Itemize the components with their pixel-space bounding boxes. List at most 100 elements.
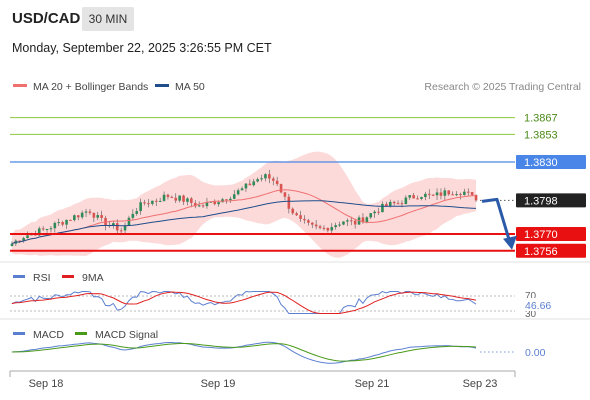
candle-body <box>268 174 271 179</box>
candle-body <box>279 184 283 193</box>
candle-body <box>431 194 435 196</box>
support-1-tag <box>516 227 586 241</box>
candle-body <box>330 227 334 231</box>
candle-body <box>420 197 423 199</box>
candle-body <box>139 202 142 212</box>
candle-body <box>412 195 415 199</box>
candle-body <box>307 220 310 223</box>
candle-body <box>225 199 228 201</box>
rsi-value-bg <box>522 298 560 311</box>
candle-body <box>92 212 96 218</box>
candle-body <box>100 215 103 218</box>
legend-ma20-swatch <box>13 84 27 87</box>
ma20-line <box>11 189 477 245</box>
forecast-arrow <box>481 197 512 244</box>
legend-rsi-swatch <box>13 275 25 278</box>
candle-body <box>76 215 80 218</box>
candle-body <box>388 201 392 207</box>
candle-body <box>84 211 88 213</box>
candle-body <box>232 194 236 199</box>
support-1-label: 1.3770 <box>524 229 558 241</box>
candle-body <box>88 211 92 213</box>
candle-body <box>451 194 454 196</box>
legend-macd-signal-label: MACD Signal <box>95 329 158 341</box>
candle-body <box>240 188 244 191</box>
candle-body <box>326 227 330 231</box>
legend-rsi-ma-swatch <box>62 275 74 278</box>
legend-macd-swatch <box>13 332 25 335</box>
symbol-title: USD/CAD <box>12 10 81 27</box>
candle-body <box>260 178 263 180</box>
legend-ma20: MA 20 + Bollinger Bands <box>13 81 148 93</box>
candle-body <box>463 191 466 195</box>
timeframe-badge[interactable]: 30 MIN <box>82 7 134 31</box>
candle-body <box>174 197 178 201</box>
forecast-arrowhead <box>503 235 517 250</box>
resistance-1-label: 1.3867 <box>524 113 558 125</box>
candle-body <box>57 222 61 224</box>
candle-body <box>369 213 373 218</box>
x-tick-sep21: Sep 21 <box>355 378 390 390</box>
candle-body <box>365 217 369 223</box>
rsi-ma-line <box>11 291 477 314</box>
x-tick-sep23: Sep 23 <box>463 378 498 390</box>
legend-rsi-label: RSI <box>33 272 51 284</box>
candle-body <box>338 224 341 226</box>
candle-body <box>455 194 458 196</box>
rsi-panel: RSI 9MA 70 30 46.66 <box>10 272 560 320</box>
candle-body <box>37 228 41 236</box>
legend-rsi-ma-label: 9MA <box>82 272 104 284</box>
candle-body <box>158 200 162 202</box>
candle-body <box>361 217 365 223</box>
candle-body <box>49 228 53 230</box>
legend-ma20-label: MA 20 + Bollinger Bands <box>33 81 148 93</box>
credit-label: Research © 2025 Trading Central <box>424 81 581 93</box>
candle-body <box>334 225 337 228</box>
candle-body <box>186 198 189 202</box>
support-2-label: 1.3756 <box>524 246 558 258</box>
candle-body <box>408 195 412 198</box>
candle-body <box>416 198 419 200</box>
candle-body <box>264 174 267 179</box>
last-price-label: 1.3798 <box>524 195 558 207</box>
rsi-level-70: 70 <box>525 291 537 302</box>
candle-body <box>349 220 353 222</box>
candle-body <box>447 190 451 195</box>
last-price-tag <box>516 193 586 208</box>
candle-body <box>459 194 462 196</box>
candle-body <box>205 202 209 207</box>
candle-body <box>322 227 326 229</box>
candle-body <box>392 201 396 204</box>
legend-macd-signal: MACD Signal <box>75 329 158 341</box>
candle-body <box>197 205 201 207</box>
candle-body <box>244 183 248 189</box>
candle-body <box>295 213 298 216</box>
candle-body <box>236 190 240 195</box>
rsi-level-30: 30 <box>525 309 537 320</box>
candle-body <box>61 222 64 225</box>
candle-body <box>310 222 314 225</box>
candle-body <box>424 193 427 198</box>
candle-body <box>256 179 259 182</box>
candle-body <box>143 202 146 204</box>
candle-body <box>474 194 478 201</box>
candle-body <box>115 223 119 231</box>
candle-body <box>291 208 295 214</box>
candle-body <box>283 192 287 197</box>
candle-body <box>131 213 135 218</box>
candle-body <box>147 203 150 205</box>
macd-panel: MACD MACD Signal 0.00 <box>11 329 546 364</box>
x-axis: Sep 18 Sep 19 Sep 21 Sep 23 <box>9 370 516 390</box>
candle-body <box>213 201 217 205</box>
candle-body <box>170 196 174 198</box>
price-panel: MA 20 + Bollinger Bands MA 50 Research ©… <box>10 81 586 258</box>
candle-body <box>381 203 384 213</box>
macd-value-label: 0.00 <box>525 347 546 359</box>
candle-body <box>385 203 388 207</box>
candle-body <box>119 230 123 232</box>
candle-body <box>287 196 291 209</box>
candle-body <box>248 183 252 186</box>
candle-body <box>466 191 470 193</box>
candle-body <box>342 221 345 225</box>
